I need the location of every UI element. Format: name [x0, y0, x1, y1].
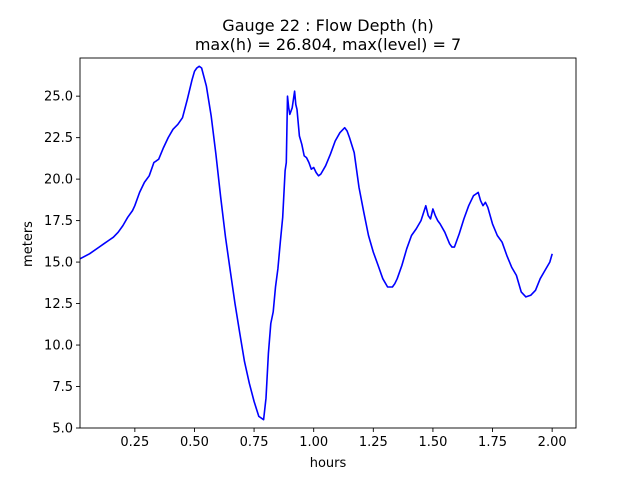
x-tick-label: 1.00 — [299, 435, 328, 450]
y-axis-label: meters — [21, 221, 36, 267]
x-tick-label: 1.50 — [418, 435, 447, 450]
x-tick-label: 2.00 — [538, 435, 567, 450]
y-tick-label: 25.0 — [44, 90, 73, 105]
x-tick-label: 0.50 — [180, 435, 209, 450]
y-tick-label: 5.0 — [52, 422, 73, 437]
y-tick-label: 15.0 — [44, 256, 73, 271]
axes-frame — [79, 57, 577, 429]
x-tick-label: 0.25 — [120, 435, 149, 450]
x-axis-label: hours — [310, 456, 347, 471]
y-tick-label: 10.0 — [44, 339, 73, 354]
y-tick-label: 20.0 — [44, 173, 73, 188]
x-tick-label: 1.25 — [359, 435, 388, 450]
plot-area: 0.25 0.50 0.75 1.00 1.25 1.50 1.75 2.00 5.0 7.5 10… — [44, 57, 577, 450]
y-tick-label: 7.5 — [52, 380, 73, 395]
chart-title-line-2: max(h) = 26.804, max(level) = 7 — [195, 35, 461, 54]
chart-title-line-1: Gauge 22 : Flow Depth (h) — [222, 16, 433, 35]
y-tick-label: 17.5 — [44, 214, 73, 229]
series-line-0 — [79, 65, 553, 421]
x-tick-label: 0.75 — [240, 435, 269, 450]
y-tick-label: 22.5 — [44, 131, 73, 146]
y-tick-label: 12.5 — [44, 297, 73, 312]
x-tick-label: 1.75 — [478, 435, 507, 450]
